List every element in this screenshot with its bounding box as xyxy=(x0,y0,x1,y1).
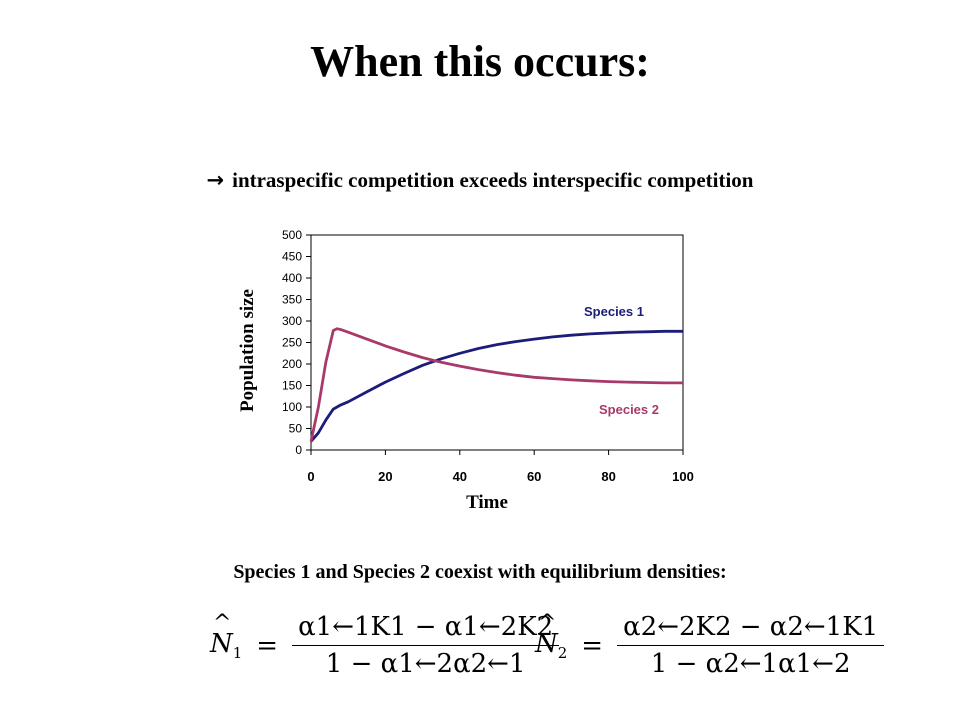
equation-n2-equals: = xyxy=(581,631,603,661)
y-tick-label: 500 xyxy=(282,228,302,242)
y-tick-label: 0 xyxy=(295,443,302,457)
x-tick-label: 100 xyxy=(672,469,694,484)
equation-n2-numerator: α2←2K2 − α2←1K1 xyxy=(617,612,884,646)
x-tick-label: 0 xyxy=(307,469,314,484)
equation-n2-hat: ^ xyxy=(538,611,556,636)
y-tick-label: 100 xyxy=(282,400,302,414)
plot-frame xyxy=(311,235,683,450)
series-label-1: Species 1 xyxy=(584,304,644,319)
y-tick-label: 350 xyxy=(282,293,302,307)
y-tick-label: 50 xyxy=(289,422,303,436)
equation-n2: ^ N2 = α2←2K2 − α2←1K1 1 − α2←1α1←2 xyxy=(535,612,884,679)
x-tick-label: 80 xyxy=(601,469,615,484)
x-tick-label: 40 xyxy=(453,469,467,484)
y-tick-label: 300 xyxy=(282,314,302,328)
conclusion-text: Species 1 and Species 2 coexist with equ… xyxy=(0,561,960,584)
equation-n1-numerator: α1←1K1 − α1←2K2 xyxy=(292,612,559,646)
y-tick-label: 450 xyxy=(282,250,302,264)
equation-n1-hat: ^ xyxy=(213,611,231,636)
y-tick-label: 250 xyxy=(282,336,302,350)
y-tick-label: 200 xyxy=(282,357,302,371)
equation-n2-denominator: 1 − α2←1α1←2 xyxy=(645,646,857,679)
equation-n1-lhs: ^ N1 xyxy=(210,629,242,662)
equation-n2-lhs: ^ N2 xyxy=(535,629,567,662)
y-tick-label: 400 xyxy=(282,271,302,285)
series-label-2: Species 2 xyxy=(599,402,659,417)
equation-n1-equals: = xyxy=(256,631,278,661)
y-axis-label: Population size xyxy=(237,289,258,412)
x-tick-label: 20 xyxy=(378,469,392,484)
equation-n2-fraction: α2←2K2 − α2←1K1 1 − α2←1α1←2 xyxy=(617,612,884,679)
equation-n1: ^ N1 = α1←1K1 − α1←2K2 1 − α1←2α2←1 xyxy=(210,612,559,679)
y-tick-label: 150 xyxy=(282,379,302,393)
x-axis-label: Time xyxy=(466,492,508,513)
series-line-1 xyxy=(311,331,683,441)
x-tick-label: 60 xyxy=(527,469,541,484)
equation-n1-denominator: 1 − α1←2α2←1 xyxy=(320,646,532,679)
equation-n1-fraction: α1←1K1 − α1←2K2 1 − α1←2α2←1 xyxy=(292,612,559,679)
